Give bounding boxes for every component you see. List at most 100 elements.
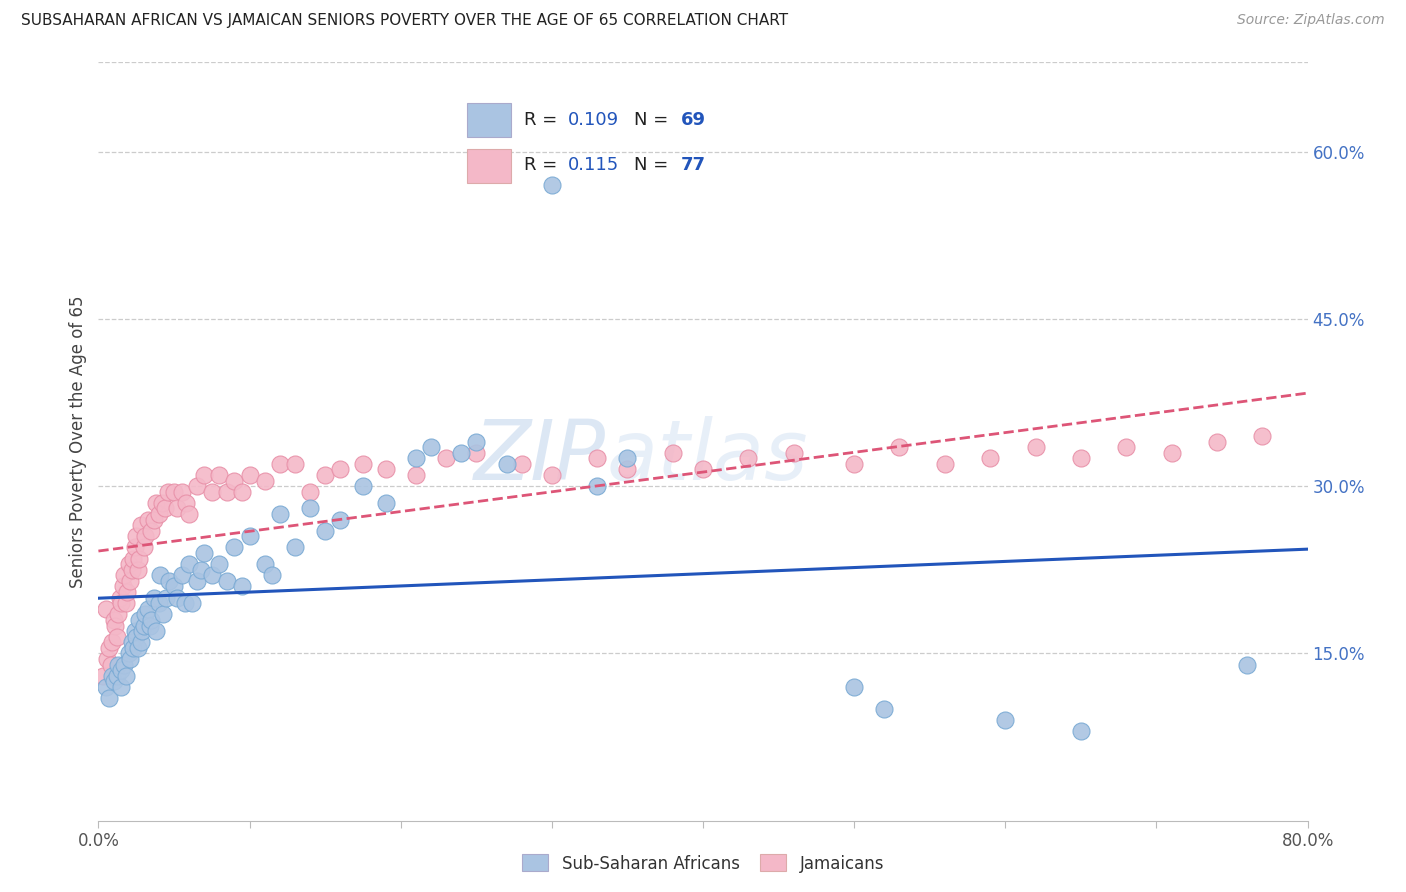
Point bbox=[148, 596, 170, 610]
Point bbox=[166, 591, 188, 605]
Point bbox=[108, 591, 131, 605]
Point bbox=[124, 624, 146, 639]
Point bbox=[131, 624, 153, 639]
Point bbox=[103, 674, 125, 689]
Point bbox=[450, 446, 472, 460]
Point bbox=[269, 457, 291, 471]
Point bbox=[586, 479, 609, 493]
Point bbox=[1206, 434, 1229, 449]
Point bbox=[616, 462, 638, 476]
Point bbox=[495, 457, 517, 471]
Point bbox=[269, 507, 291, 521]
Point bbox=[121, 635, 143, 649]
Point bbox=[1160, 446, 1182, 460]
Point bbox=[284, 457, 307, 471]
Legend: Sub-Saharan Africans, Jamaicans: Sub-Saharan Africans, Jamaicans bbox=[515, 847, 891, 880]
Point bbox=[122, 640, 145, 655]
Point bbox=[231, 484, 253, 499]
Y-axis label: Seniors Poverty Over the Age of 65: Seniors Poverty Over the Age of 65 bbox=[69, 295, 87, 588]
Point bbox=[125, 529, 148, 543]
Point bbox=[208, 468, 231, 483]
Point bbox=[103, 613, 125, 627]
Point bbox=[844, 457, 866, 471]
Point bbox=[110, 680, 132, 694]
Point bbox=[314, 468, 336, 483]
Point bbox=[405, 451, 427, 466]
Point bbox=[179, 507, 201, 521]
Point bbox=[201, 568, 224, 582]
Point bbox=[145, 496, 167, 510]
Point bbox=[586, 451, 609, 466]
Point bbox=[94, 602, 117, 616]
Point bbox=[262, 568, 284, 582]
Point bbox=[661, 446, 683, 460]
Point bbox=[118, 557, 141, 572]
Point bbox=[352, 457, 374, 471]
Point bbox=[163, 580, 186, 594]
Text: atlas: atlas bbox=[606, 417, 808, 497]
Point bbox=[1070, 451, 1092, 466]
Point bbox=[155, 591, 177, 605]
Point bbox=[127, 563, 149, 577]
Point bbox=[91, 669, 114, 683]
Point bbox=[873, 702, 896, 716]
Point bbox=[128, 551, 150, 566]
Point bbox=[889, 440, 911, 454]
Point bbox=[114, 596, 136, 610]
Point bbox=[136, 512, 159, 526]
Point bbox=[105, 669, 128, 683]
Text: SUBSAHARAN AFRICAN VS JAMAICAN SENIORS POVERTY OVER THE AGE OF 65 CORRELATION CH: SUBSAHARAN AFRICAN VS JAMAICAN SENIORS P… bbox=[21, 13, 789, 29]
Text: ZIP: ZIP bbox=[474, 417, 606, 497]
Point bbox=[170, 568, 193, 582]
Point bbox=[163, 484, 186, 499]
Point bbox=[374, 496, 396, 510]
Point bbox=[465, 446, 488, 460]
Point bbox=[129, 635, 152, 649]
Point bbox=[121, 563, 143, 577]
Point bbox=[692, 462, 714, 476]
Point bbox=[132, 618, 155, 632]
Point bbox=[186, 574, 208, 588]
Point bbox=[94, 680, 117, 694]
Point bbox=[193, 468, 215, 483]
Point bbox=[129, 518, 152, 533]
Point bbox=[120, 652, 142, 666]
Point bbox=[253, 474, 276, 488]
Point bbox=[434, 451, 457, 466]
Point bbox=[231, 580, 253, 594]
Point bbox=[107, 607, 129, 622]
Point bbox=[239, 468, 262, 483]
Point bbox=[190, 563, 212, 577]
Point bbox=[132, 541, 155, 555]
Point bbox=[173, 596, 195, 610]
Point bbox=[616, 451, 638, 466]
Point bbox=[141, 524, 163, 538]
Point bbox=[149, 568, 172, 582]
Point bbox=[1115, 440, 1137, 454]
Point bbox=[1236, 657, 1258, 672]
Point bbox=[934, 457, 956, 471]
Point bbox=[143, 591, 166, 605]
Point bbox=[352, 479, 374, 493]
Point bbox=[143, 512, 166, 526]
Point bbox=[127, 640, 149, 655]
Point bbox=[208, 557, 231, 572]
Point bbox=[465, 434, 488, 449]
Point bbox=[193, 546, 215, 560]
Point bbox=[540, 468, 562, 483]
Point bbox=[329, 462, 352, 476]
Point bbox=[174, 496, 197, 510]
Point bbox=[994, 714, 1017, 728]
Point bbox=[783, 446, 806, 460]
Point bbox=[215, 484, 238, 499]
Point bbox=[107, 657, 129, 672]
Point bbox=[156, 484, 179, 499]
Point bbox=[111, 580, 134, 594]
Point bbox=[145, 624, 167, 639]
Point bbox=[114, 669, 136, 683]
Text: Source: ZipAtlas.com: Source: ZipAtlas.com bbox=[1237, 13, 1385, 28]
Point bbox=[141, 613, 163, 627]
Point bbox=[186, 479, 208, 493]
Point bbox=[159, 574, 181, 588]
Point bbox=[100, 657, 122, 672]
